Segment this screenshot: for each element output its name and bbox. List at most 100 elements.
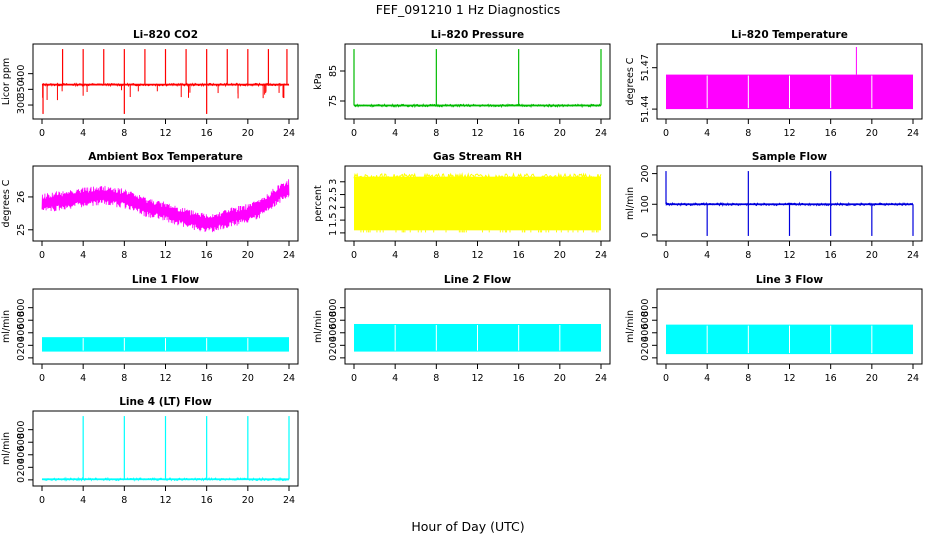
x-tick-label: 0: [663, 128, 669, 139]
x-tick-label: 0: [351, 250, 357, 261]
x-tick-label: 12: [783, 128, 795, 139]
chart-panel: Gas Stream RH percent 0 4 8 12 16 20 24 1 1.5 2 2.5 3: [313, 151, 611, 261]
x-tick-label: 8: [121, 495, 127, 506]
plot-frame: [32, 288, 299, 365]
x-tick-label: 0: [39, 373, 45, 384]
x-tick-label: 8: [433, 373, 439, 384]
y-tick-label: 400: [16, 446, 27, 464]
y-tick-label: 26: [16, 191, 27, 203]
y-tick-label: 2: [328, 204, 339, 210]
x-axis-label: Hour of Day (UTC): [411, 519, 524, 534]
x-tick-label: 16: [201, 250, 213, 261]
x-tick-label: 8: [745, 250, 751, 261]
x-tick-label: 0: [39, 495, 45, 506]
y-tick-label: 800: [16, 421, 27, 439]
y-tick-label: 200: [640, 336, 651, 354]
y-axis-label: kPa: [313, 73, 324, 90]
x-tick-label: 4: [704, 128, 710, 139]
x-tick-label: 16: [201, 495, 213, 506]
x-tick-label: 24: [283, 250, 295, 261]
x-tick-label: 8: [745, 373, 751, 384]
panel-title: Li–820 CO2: [133, 29, 198, 41]
x-tick-label: 16: [513, 128, 525, 139]
chart-panel: Li–820 Temperature degrees C 0 4 8 12 16 20 24 51…: [625, 29, 923, 139]
x-tick-label: 20: [866, 373, 878, 384]
y-tick-label: 350: [16, 80, 27, 98]
figure-title: FEF_091210 1 Hz Diagnostics: [376, 2, 561, 17]
x-tick-label: 8: [121, 128, 127, 139]
x-tick-label: 0: [351, 128, 357, 139]
x-tick-label: 16: [201, 128, 213, 139]
x-tick-label: 16: [825, 250, 837, 261]
x-tick-label: 24: [595, 373, 607, 384]
plot-frame: [344, 43, 611, 120]
y-tick-label: 75: [328, 95, 339, 107]
x-tick-label: 12: [159, 128, 171, 139]
x-tick-label: 12: [471, 250, 483, 261]
series-group: [41, 49, 290, 114]
series-line: [41, 179, 290, 233]
panel-title: Gas Stream RH: [433, 151, 522, 163]
x-tick-label: 16: [825, 373, 837, 384]
x-tick-label: 16: [825, 128, 837, 139]
x-tick-label: 24: [595, 128, 607, 139]
x-tick-label: 20: [554, 373, 566, 384]
x-tick-label: 20: [242, 128, 254, 139]
y-tick-label: 0: [16, 477, 27, 483]
chart-panel: Sample Flow ml/min 0 4 8 12 16 20 24 0 100 200: [625, 151, 923, 261]
x-tick-label: 12: [783, 250, 795, 261]
panel-title: Line 2 Flow: [444, 274, 511, 286]
x-tick-label: 12: [783, 373, 795, 384]
y-axis-label: degrees C: [1, 179, 12, 227]
series-noise: [353, 103, 602, 109]
y-axis-label: ml/min: [313, 310, 324, 343]
y-axis-label: ml/min: [1, 432, 12, 465]
x-tick-label: 4: [704, 250, 710, 261]
y-tick-label: 200: [328, 336, 339, 354]
y-tick-label: 800: [640, 299, 651, 317]
y-tick-label: 0: [640, 232, 651, 238]
y-tick-label: 800: [16, 299, 27, 317]
panel-title: Line 3 Flow: [756, 274, 823, 286]
x-tick-label: 4: [80, 250, 86, 261]
x-tick-label: 24: [595, 250, 607, 261]
y-axis-label: ml/min: [625, 187, 636, 220]
x-tick-label: 4: [392, 373, 398, 384]
y-tick-label: 200: [640, 165, 651, 183]
x-tick-label: 0: [663, 373, 669, 384]
y-tick-label: 400: [640, 324, 651, 342]
x-tick-label: 0: [39, 250, 45, 261]
x-tick-label: 4: [80, 373, 86, 384]
x-tick-label: 16: [513, 373, 525, 384]
series-group: [353, 172, 602, 233]
x-tick-label: 8: [745, 128, 751, 139]
x-tick-label: 12: [159, 250, 171, 261]
y-tick-label: 800: [328, 299, 339, 317]
x-tick-label: 20: [242, 495, 254, 506]
x-tick-label: 8: [121, 373, 127, 384]
y-tick-label: 0: [640, 355, 651, 361]
series-group: [41, 416, 290, 482]
y-tick-label: 200: [16, 336, 27, 354]
x-tick-label: 0: [663, 250, 669, 261]
y-tick-label: 400: [328, 324, 339, 342]
panel-title: Line 4 (LT) Flow: [119, 396, 212, 408]
series-group: [666, 324, 913, 355]
x-tick-label: 8: [121, 250, 127, 261]
y-tick-label: 600: [640, 311, 651, 329]
x-tick-label: 16: [513, 250, 525, 261]
y-tick-label: 600: [328, 311, 339, 329]
x-tick-label: 4: [392, 250, 398, 261]
chart-panel: Ambient Box Temperature degrees C 0 4 8 12 16 2…: [1, 151, 299, 261]
y-tick-label: 1.5: [328, 213, 339, 228]
y-tick-label: 400: [16, 324, 27, 342]
chart-panel: Li–820 Pressure kPa 0 4 8 12 16 20 24 75 85: [313, 29, 611, 139]
y-tick-label: 85: [328, 65, 339, 77]
x-tick-label: 24: [283, 495, 295, 506]
